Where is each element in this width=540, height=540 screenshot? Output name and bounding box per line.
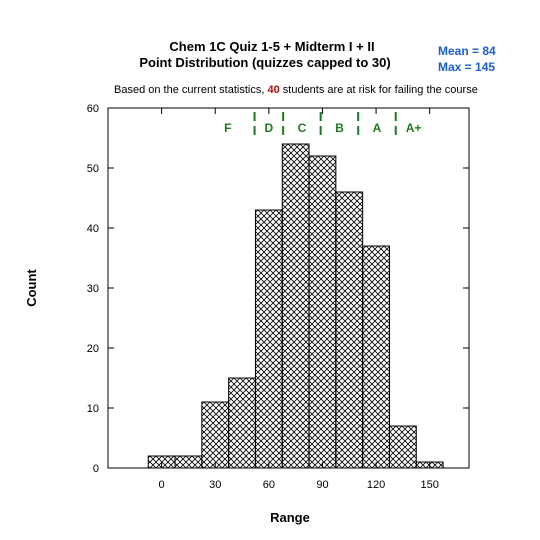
grade-label-1: D (265, 121, 274, 135)
bar-4 (254, 209, 283, 469)
x-tick-label-2: 60 (263, 479, 275, 491)
grade-boundaries-group (253, 112, 397, 140)
y-tick-label-6: 60 (87, 103, 99, 115)
max-stat: Max = 145 (438, 60, 495, 74)
risk-count: 40 (267, 84, 279, 96)
grade-labels-group: F D C B A A+ (224, 121, 421, 135)
bar-2 (201, 401, 230, 469)
bar-7 (335, 191, 364, 469)
y-tick-label-0: 0 (93, 463, 99, 475)
grade-label-0: F (224, 121, 231, 135)
x-axis-label: Range (270, 510, 310, 525)
bar-9 (388, 425, 417, 469)
risk-subtitle-before: Based on the current statistics, (114, 84, 267, 96)
grade-label-2: C (298, 121, 307, 135)
bars-group (147, 143, 444, 469)
y-axis-label: Count (24, 269, 39, 307)
bar-3 (228, 377, 256, 469)
x-tick-label-0: 0 (159, 479, 165, 491)
grade-label-3: B (335, 121, 344, 135)
chart-title-line1: Chem 1C Quiz 1-5 + Midterm I + II (169, 39, 374, 54)
y-tick-label-3: 30 (87, 283, 99, 295)
y-tick-label-2: 20 (87, 343, 99, 355)
x-ticks-group: 0 30 60 90 120 150 (159, 108, 439, 491)
chart-title-line2: Point Distribution (quizzes capped to 30… (139, 55, 390, 70)
bar-1 (174, 455, 203, 469)
risk-subtitle: Based on the current statistics, 40 stud… (114, 84, 478, 96)
y-tick-label-1: 10 (87, 403, 99, 415)
x-tick-label-4: 120 (367, 479, 385, 491)
grade-label-4: A (373, 121, 382, 135)
y-tick-label-4: 40 (87, 223, 99, 235)
risk-subtitle-after: students are at risk for failing the cou… (280, 84, 478, 96)
mean-stat: Mean = 84 (438, 44, 496, 58)
y-tick-label-5: 50 (87, 163, 99, 175)
bar-6 (308, 155, 337, 469)
grade-label-5: A+ (406, 121, 422, 135)
x-tick-label-1: 30 (209, 479, 221, 491)
x-tick-label-3: 90 (316, 479, 328, 491)
bar-8 (362, 245, 390, 469)
x-tick-label-5: 150 (421, 479, 439, 491)
y-ticks-group: 0 10 20 30 40 50 60 (87, 103, 469, 475)
bar-5 (281, 143, 310, 469)
